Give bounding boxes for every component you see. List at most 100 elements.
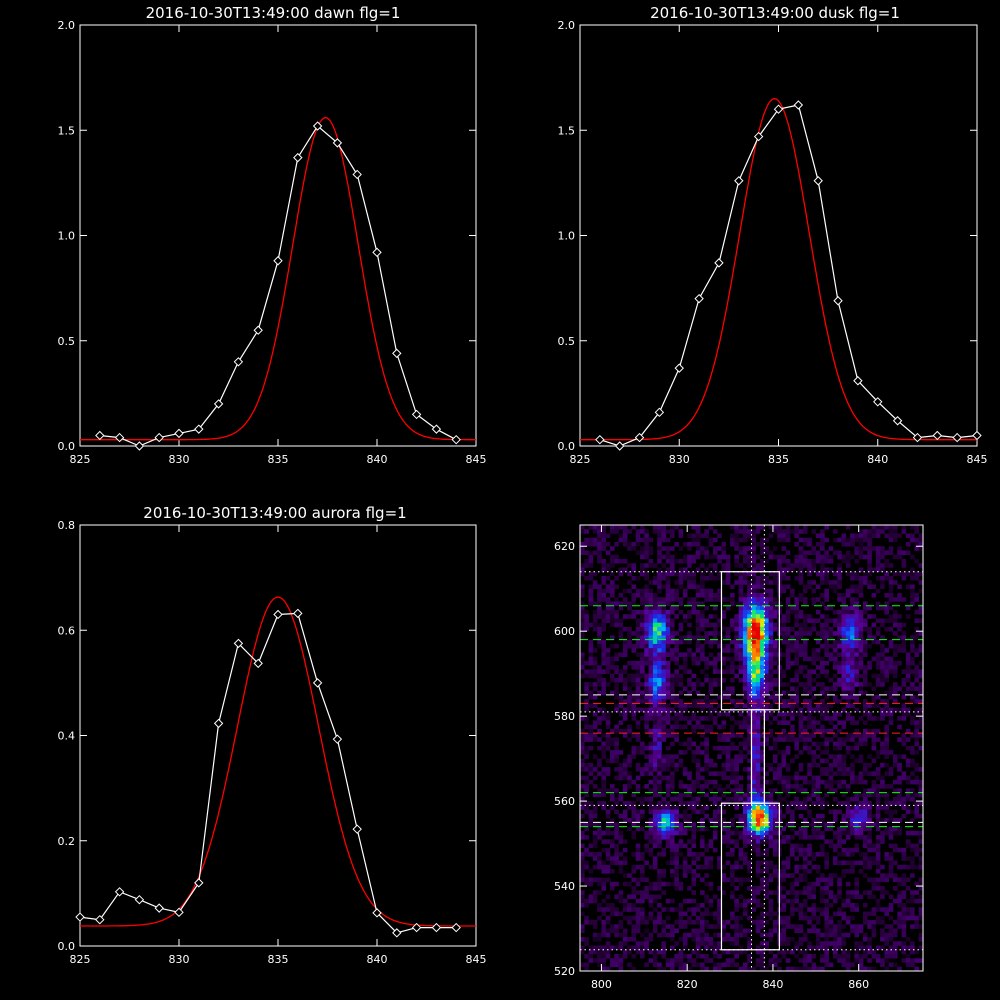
data-point [952, 432, 962, 443]
x-tick-label: 825 [70, 453, 91, 466]
x-tick-label: 835 [268, 453, 289, 466]
x-tick-label: 845 [466, 953, 487, 966]
data-point [194, 878, 204, 888]
data-point [873, 397, 883, 407]
y-tick-label: 580 [554, 710, 575, 723]
y-tick-label: 0.5 [558, 335, 576, 348]
data-point [694, 293, 704, 304]
data-point [312, 121, 323, 131]
x-tick-label: 830 [669, 453, 690, 466]
data-point [75, 912, 85, 922]
data-point [293, 608, 303, 619]
y-tick-label: 0.0 [58, 940, 76, 953]
data-point [392, 348, 402, 359]
data-point [154, 432, 164, 443]
data-point [793, 100, 804, 110]
data-point [674, 363, 684, 373]
region-box [750, 709, 765, 804]
plot-frame [579, 24, 978, 447]
panel-title: 2016-10-30T13:49:00 aurora flg=1 [143, 504, 406, 522]
x-tick-label: 845 [967, 453, 988, 466]
fit-curve [80, 116, 476, 441]
y-tick-label: 540 [554, 880, 575, 893]
fit-curve [80, 596, 476, 927]
y-tick-label: 1.0 [58, 230, 76, 243]
data-point [253, 325, 263, 335]
data-point [213, 399, 224, 409]
x-tick-label: 820 [677, 978, 698, 991]
data-point [451, 922, 461, 933]
plot-frame [79, 524, 477, 947]
data-point [411, 409, 422, 420]
data-point [853, 376, 863, 386]
data-point [352, 169, 362, 180]
y-tick-label: 0.2 [58, 835, 76, 848]
data-point [293, 152, 303, 163]
data-point [372, 908, 382, 918]
data-line [79, 612, 457, 934]
data-point [773, 104, 784, 114]
data-point [753, 131, 764, 142]
y-tick-label: 560 [554, 795, 575, 808]
data-point [332, 138, 343, 148]
y-tick-label: 520 [554, 965, 575, 978]
x-tick-label: 830 [169, 453, 190, 466]
data-point [332, 734, 343, 744]
x-tick-label: 860 [848, 978, 869, 991]
y-tick-label: 600 [554, 625, 575, 638]
data-point [273, 256, 283, 266]
y-tick-label: 2.0 [58, 19, 76, 32]
y-tick-label: 620 [554, 540, 575, 553]
plot-frame [79, 24, 477, 447]
y-tick-label: 1.5 [558, 124, 576, 137]
data-point [174, 428, 184, 439]
data-line [599, 104, 978, 447]
x-tick-label: 830 [169, 953, 190, 966]
data-point [134, 441, 145, 451]
panel-dawn: 2016-10-30T13:49:00 dawn flg=1 825 830 835… [58, 4, 487, 466]
panel-aurora: 2016-10-30T13:49:00 aurora flg=1 825 830 8… [58, 504, 487, 966]
y-tick-label: 0.8 [58, 519, 76, 532]
data-point [95, 430, 105, 441]
data-point [595, 434, 605, 445]
data-point [614, 441, 625, 451]
region-box [720, 571, 780, 711]
data-point [654, 407, 665, 418]
y-tick-label: 1.0 [558, 230, 576, 243]
region-box [720, 802, 780, 951]
data-point [233, 638, 244, 649]
data-point [154, 903, 164, 913]
data-point [833, 296, 843, 306]
data-point [372, 247, 382, 258]
data-point [273, 609, 283, 620]
data-point [634, 432, 645, 443]
data-point [312, 678, 323, 688]
data-point [912, 432, 923, 443]
data-point [813, 176, 823, 186]
data-point [431, 424, 442, 434]
data-point [213, 718, 224, 729]
panel-image: 800 820 840 860 520 540 560 580 600 620 [554, 524, 924, 991]
y-tick-label: 0.6 [58, 624, 76, 637]
x-tick-label: 825 [570, 453, 591, 466]
data-point [253, 658, 263, 669]
panel-title: 2016-10-30T13:49:00 dawn flg=1 [146, 4, 401, 22]
x-tick-label: 800 [591, 978, 612, 991]
image-cells [580, 525, 924, 972]
y-tick-label: 1.5 [58, 124, 76, 137]
data-point [932, 430, 943, 441]
data-point [233, 357, 244, 367]
panel-dusk: 2016-10-30T13:49:00 dusk flg=1 825 830 835… [558, 4, 988, 466]
x-tick-label: 835 [268, 953, 289, 966]
x-tick-label: 835 [768, 453, 789, 466]
data-point [431, 922, 442, 933]
data-point [734, 176, 744, 186]
y-tick-label: 2.0 [558, 19, 576, 32]
data-point [95, 914, 105, 925]
y-tick-label: 0.0 [558, 440, 576, 453]
data-point [194, 424, 204, 434]
y-tick-label: 0.4 [58, 730, 76, 743]
y-tick-label: 0.0 [58, 440, 76, 453]
data-point [392, 928, 402, 938]
x-tick-label: 825 [70, 953, 91, 966]
